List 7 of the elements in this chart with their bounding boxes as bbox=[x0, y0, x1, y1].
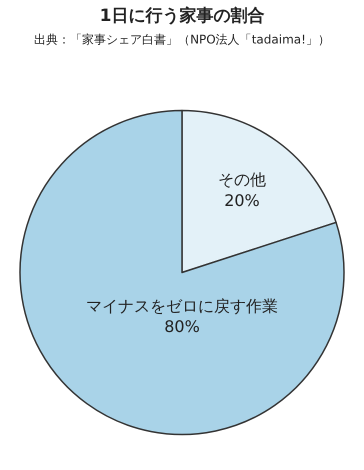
slice-label: その他 bbox=[218, 170, 266, 190]
data-label: 80% bbox=[164, 317, 200, 336]
chart-subtitle: 出典：「家事シェア白書」（NPO法人「tadaima!」） bbox=[34, 32, 330, 46]
data-label: 20% bbox=[224, 190, 260, 210]
chart-title: 1日に行う家事の割合 bbox=[100, 6, 264, 26]
slice-label: マイナスをゼロに戻す作業 bbox=[86, 296, 278, 316]
pie-slice bbox=[19, 110, 344, 436]
